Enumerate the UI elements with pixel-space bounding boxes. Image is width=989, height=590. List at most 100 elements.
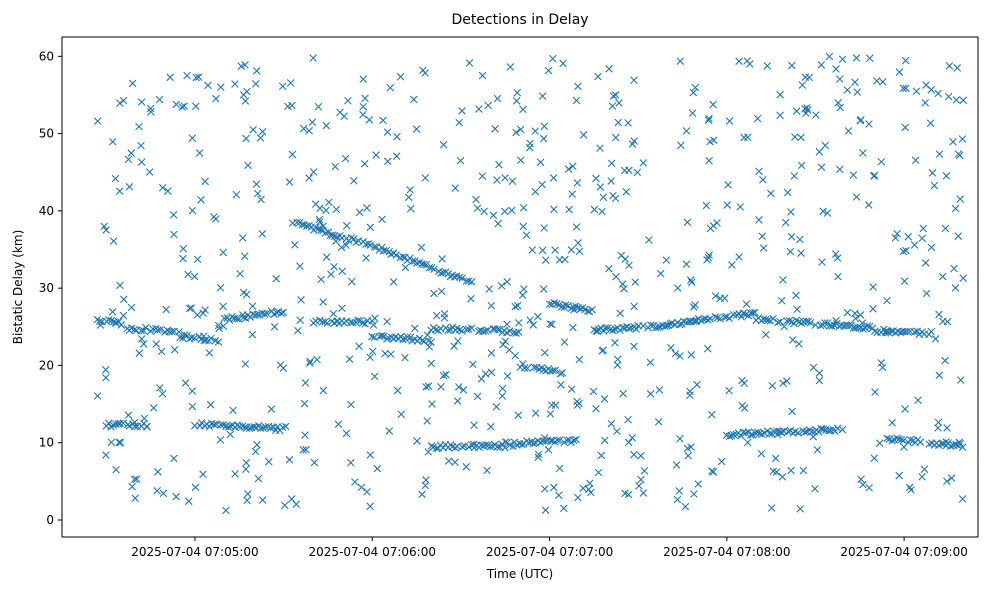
data-point (567, 385, 576, 393)
data-point (137, 158, 146, 166)
data-point (393, 132, 401, 141)
data-point (149, 325, 157, 333)
data-point (784, 427, 793, 436)
data-point (646, 390, 655, 398)
data-point (467, 294, 475, 303)
data-point (586, 479, 594, 488)
data-point (751, 308, 759, 317)
data-point (439, 371, 448, 380)
data-point (815, 369, 824, 377)
data-point (425, 343, 434, 351)
data-point (538, 246, 547, 255)
data-point (242, 134, 250, 143)
data-point (481, 370, 490, 378)
data-point (835, 165, 844, 174)
data-point (728, 261, 736, 269)
data-point (694, 480, 703, 488)
data-point (178, 103, 186, 111)
data-point (370, 372, 379, 381)
data-point (598, 207, 606, 216)
data-point (758, 430, 766, 439)
data-point (392, 152, 401, 161)
data-point (465, 277, 473, 285)
data-point (180, 331, 189, 339)
data-point (705, 156, 713, 165)
data-point (401, 353, 409, 362)
data-point (501, 174, 509, 182)
data-point (480, 207, 488, 216)
data-point (786, 247, 795, 256)
data-point (777, 428, 786, 437)
data-point (243, 496, 251, 505)
data-point (368, 347, 377, 356)
data-point (802, 317, 811, 326)
data-point (725, 386, 733, 395)
data-point (450, 342, 458, 350)
data-point (812, 111, 820, 119)
data-point (635, 482, 643, 490)
data-point (811, 484, 819, 493)
data-point (676, 434, 684, 443)
data-point (330, 262, 338, 271)
data-point (358, 319, 367, 327)
data-point (485, 285, 494, 293)
data-point (291, 241, 299, 249)
data-point (823, 209, 832, 217)
data-point (119, 419, 128, 427)
data-point (127, 303, 136, 312)
data-point (156, 325, 165, 334)
data-point (618, 323, 627, 332)
data-point (231, 80, 239, 88)
data-point (487, 422, 495, 431)
data-point (776, 111, 784, 120)
y-tick-label: 50 (39, 127, 54, 141)
data-point (459, 386, 468, 394)
data-point (825, 52, 834, 61)
data-point (740, 404, 749, 412)
data-point (305, 174, 313, 182)
data-point (108, 137, 117, 146)
data-point (703, 344, 712, 353)
data-point (895, 471, 904, 480)
data-point (565, 205, 573, 214)
y-tick-label: 20 (39, 358, 54, 372)
data-point (315, 215, 324, 224)
data-point (519, 203, 528, 212)
data-point (199, 309, 207, 317)
data-point (716, 314, 724, 323)
data-point (124, 411, 133, 419)
data-point (313, 355, 321, 364)
data-point (625, 261, 633, 270)
data-point (389, 278, 398, 286)
data-point (321, 229, 330, 237)
data-point (788, 407, 796, 416)
data-point (333, 317, 342, 325)
data-point (538, 180, 546, 189)
data-point (900, 443, 908, 451)
data-point (236, 269, 244, 278)
data-point (831, 250, 840, 258)
data-point (430, 289, 438, 298)
data-point (170, 230, 178, 239)
data-point (465, 59, 474, 67)
data-point (572, 223, 581, 231)
data-point (901, 123, 910, 132)
data-point (609, 191, 617, 200)
data-point (903, 327, 912, 336)
plot-area (62, 37, 978, 537)
data-point (767, 504, 776, 512)
data-point (692, 317, 700, 326)
data-point (901, 405, 909, 413)
data-point (959, 274, 967, 282)
data-point (559, 59, 567, 68)
data-point (843, 308, 852, 317)
data-point (686, 387, 694, 396)
data-point (893, 434, 901, 442)
data-point (526, 316, 534, 324)
data-point (427, 359, 436, 368)
data-point (220, 314, 229, 323)
data-point (740, 379, 748, 387)
data-point (260, 310, 269, 318)
data-point (672, 461, 681, 469)
data-point (432, 444, 441, 453)
